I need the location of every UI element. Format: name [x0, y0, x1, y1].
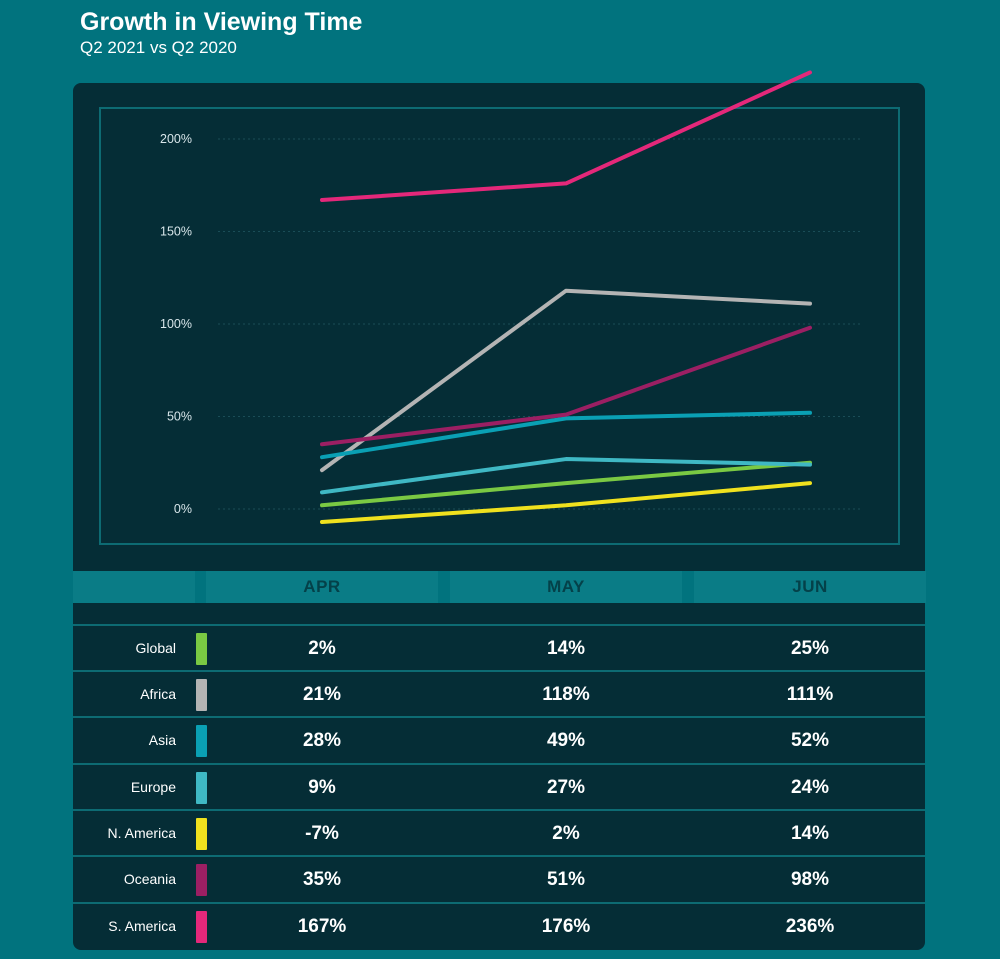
row-divider — [73, 670, 925, 672]
legend-swatch — [196, 633, 207, 665]
region-label: Oceania — [123, 871, 176, 887]
chart-title: Growth in Viewing Time — [80, 8, 363, 36]
region-label: Asia — [148, 732, 176, 748]
data-label: 111% — [786, 684, 834, 705]
legend-swatch — [196, 911, 207, 943]
series-line-s-america — [320, 70, 812, 203]
data-label: 49% — [546, 730, 586, 751]
data-label: 21% — [302, 684, 342, 705]
y-tick-label: 150% — [160, 225, 192, 239]
region-label: Africa — [140, 686, 176, 702]
region-label: S. America — [108, 918, 176, 934]
data-label: 2% — [552, 823, 580, 844]
data-label: 51% — [546, 869, 586, 890]
row-divider — [73, 716, 925, 718]
data-label: 52% — [790, 730, 830, 751]
legend-swatch — [196, 818, 207, 850]
y-tick-label: 0% — [174, 502, 192, 516]
row-divider — [73, 809, 925, 811]
data-label: 24% — [790, 777, 830, 798]
data-label: -7% — [305, 823, 339, 844]
data-label: 2% — [308, 638, 336, 659]
plot-area-frame — [99, 107, 900, 545]
row-divider — [73, 855, 925, 857]
chart-panel — [73, 83, 925, 950]
row-divider — [73, 902, 925, 904]
data-label: 35% — [302, 869, 342, 890]
series-line-asia — [320, 410, 812, 460]
row-header-corner — [73, 571, 195, 603]
data-label: 25% — [790, 638, 830, 659]
row-divider — [73, 763, 925, 765]
chart-subtitle: Q2 2021 vs Q2 2020 — [80, 38, 237, 57]
data-label: 118% — [542, 684, 590, 705]
data-label: 167% — [297, 916, 347, 937]
y-tick-label: 200% — [160, 132, 192, 146]
series-line-n-america — [320, 481, 812, 524]
data-label: 9% — [308, 777, 336, 798]
y-tick-label: 50% — [167, 410, 192, 424]
row-divider — [73, 624, 925, 626]
data-label: 28% — [302, 730, 342, 751]
legend-swatch — [196, 725, 207, 757]
series-line-oceania — [320, 325, 812, 447]
legend-swatch — [196, 864, 207, 896]
y-tick-label: 100% — [160, 317, 192, 331]
series-line-africa — [320, 288, 812, 473]
data-label: 27% — [546, 777, 586, 798]
column-header-may: MAY — [450, 571, 682, 603]
region-label: N. America — [107, 825, 176, 841]
data-label: 14% — [790, 823, 830, 844]
legend-swatch — [196, 772, 207, 804]
data-label: 176% — [541, 916, 591, 937]
data-label: 14% — [546, 638, 586, 659]
column-header-jun: JUN — [694, 571, 926, 603]
legend-swatch — [196, 679, 207, 711]
region-label: Global — [135, 640, 176, 656]
column-header-apr: APR — [206, 571, 438, 603]
data-label: 98% — [790, 869, 830, 890]
data-label: 236% — [785, 916, 835, 937]
series-line-global — [320, 460, 812, 508]
series-line-europe — [320, 457, 812, 495]
region-label: Europe — [130, 779, 176, 795]
